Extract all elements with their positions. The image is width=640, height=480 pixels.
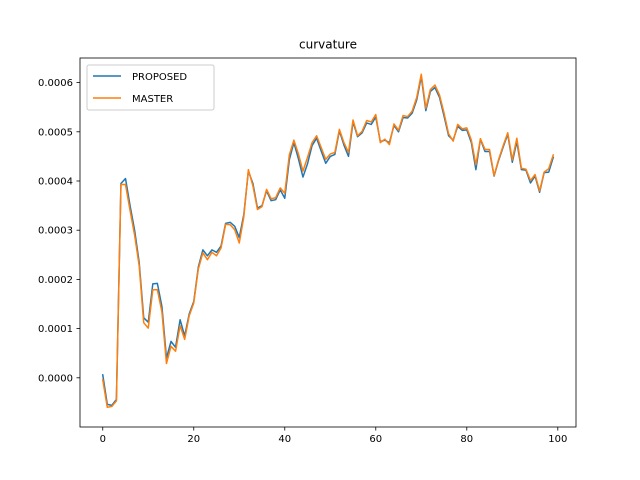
x-tick-label: 0 <box>100 434 106 445</box>
y-tick-label: 0.0000 <box>38 373 73 384</box>
y-tick-label: 0.0004 <box>38 177 73 188</box>
y-tick-label: 0.0006 <box>38 78 73 89</box>
series-line-master <box>101 73 555 409</box>
x-tick-label: 20 <box>187 434 200 445</box>
y-axis: 0.0000 0.0001 0.0002 0.0003 0.0004 0.0005 0.00… <box>38 78 80 384</box>
x-axis: 0 20 40 60 80 100 <box>100 427 567 445</box>
x-tick-label: 80 <box>460 434 473 445</box>
plot-lines <box>101 73 555 409</box>
legend-label-proposed: PROPOSED <box>132 72 187 83</box>
y-tick-label: 0.0005 <box>38 127 73 138</box>
chart-title: curvature <box>299 38 357 52</box>
y-tick-label: 0.0002 <box>38 275 73 286</box>
y-tick-label: 0.0001 <box>38 324 73 335</box>
legend-label-master: MASTER <box>132 94 173 105</box>
y-tick-label: 0.0003 <box>38 226 73 237</box>
x-tick-label: 40 <box>278 434 291 445</box>
x-tick-label: 60 <box>369 434 382 445</box>
x-tick-label: 100 <box>548 434 567 445</box>
plot-frame <box>79 57 577 428</box>
legend: PROPOSED MASTER <box>86 64 215 111</box>
